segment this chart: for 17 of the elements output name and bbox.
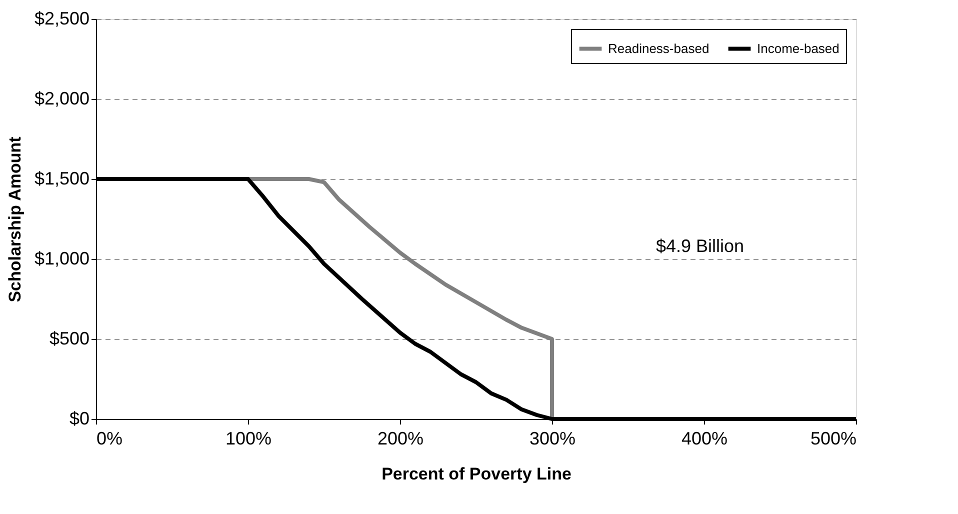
y-tick-label: $500 — [49, 328, 90, 348]
legend-label: Readiness-based — [608, 40, 710, 56]
x-tick-label: 0% — [96, 428, 123, 448]
x-axis-title: Percent of Poverty Line — [382, 464, 572, 484]
x-tick-label: 500% — [810, 428, 856, 448]
y-tick-label: $1,500 — [34, 168, 90, 188]
x-tick-label: 400% — [681, 428, 728, 448]
y-tick-label: $2,500 — [34, 8, 90, 28]
annotation: $4.9 Billion — [656, 236, 744, 256]
y-tick-label: $0 — [69, 408, 90, 428]
y-tick-label: $1,000 — [34, 248, 90, 268]
x-tick-label: 200% — [377, 428, 424, 448]
y-axis-title: Scholarship Amount — [5, 136, 24, 302]
x-tick-label: 100% — [225, 428, 272, 448]
legend-label: Income-based — [757, 40, 840, 56]
y-tick-label: $2,000 — [34, 88, 90, 108]
x-tick-label: 300% — [529, 428, 576, 448]
